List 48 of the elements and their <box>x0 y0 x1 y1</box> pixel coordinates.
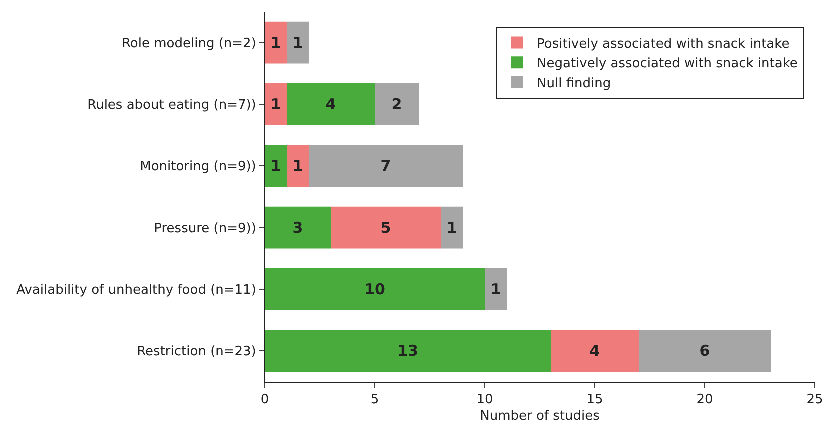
data-label: 13 <box>398 342 418 360</box>
y-tick-label: Monitoring (n=9)) <box>140 160 256 175</box>
legend-label: Positively associated with snack intake <box>537 36 790 52</box>
bar <box>441 206 463 249</box>
bar <box>309 145 463 188</box>
data-label: 4 <box>326 96 336 114</box>
data-label: 1 <box>490 280 502 298</box>
data-label: 6 <box>700 342 710 360</box>
data-label: 1 <box>270 96 282 114</box>
data-label: 7 <box>380 157 392 176</box>
bar <box>265 330 551 372</box>
x-tick-label: 20 <box>696 392 714 408</box>
bar <box>265 145 287 188</box>
data-label: 2 <box>392 96 402 114</box>
legend-label: Negatively associated with snack intake <box>537 56 798 72</box>
y-tick-label: Pressure (n=9)) <box>154 221 256 236</box>
bar <box>639 330 771 372</box>
bar <box>287 145 309 188</box>
bar <box>287 22 309 64</box>
x-tick-label: 25 <box>806 392 824 408</box>
data-label: 10 <box>364 280 386 298</box>
data-label: 3 <box>292 218 304 237</box>
legend-label: Null finding <box>537 76 612 92</box>
data-label: 1 <box>270 157 282 176</box>
x-tick-label: 5 <box>370 392 380 408</box>
bar <box>265 22 287 64</box>
y-tick-label: Availability of unhealthy food (n=11) <box>16 283 256 298</box>
x-tick-label: 10 <box>476 392 494 408</box>
data-label: 5 <box>380 218 392 237</box>
bar <box>485 268 507 310</box>
bar <box>551 330 639 372</box>
data-label: 4 <box>590 342 600 360</box>
x-tick-label: 15 <box>586 392 604 408</box>
data-label: 1 <box>292 34 304 52</box>
y-tick-label: Restriction (n=23) <box>137 344 256 360</box>
y-tick-label: Rules about eating (n=7)) <box>88 98 256 114</box>
data-label: 1 <box>270 34 282 52</box>
data-label: 1 <box>446 218 458 237</box>
bar <box>265 268 485 310</box>
bar <box>287 84 375 126</box>
bar <box>265 84 287 126</box>
bar <box>375 84 419 126</box>
bar <box>331 206 441 249</box>
x-axis-title: Number of studies <box>480 409 600 424</box>
bar <box>265 206 331 249</box>
data-label: 1 <box>292 157 304 176</box>
y-tick-label: Role modeling (n=2) <box>122 36 256 52</box>
x-tick-label: 0 <box>260 392 270 408</box>
